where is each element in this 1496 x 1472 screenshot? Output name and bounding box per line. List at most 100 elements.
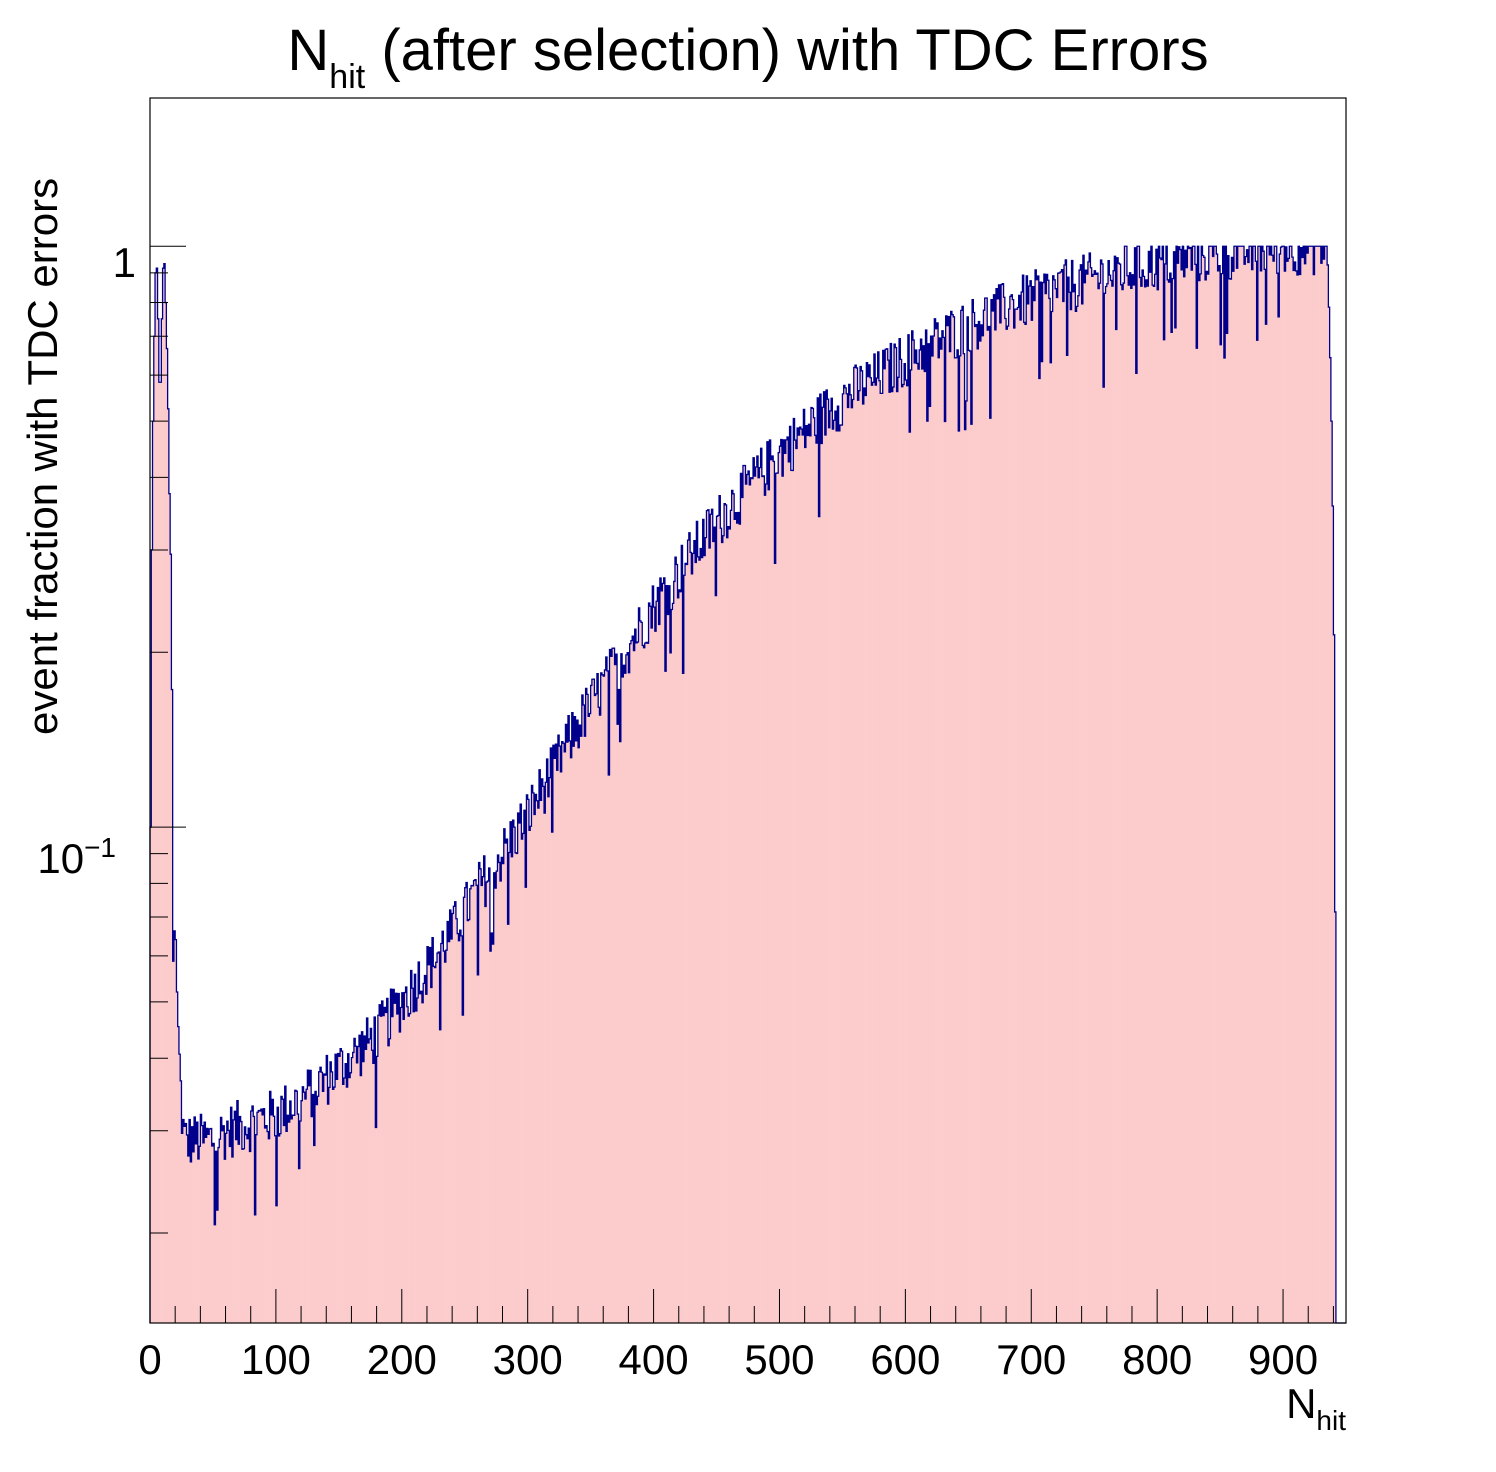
histogram-bin	[1084, 282, 1086, 1323]
x-tick-label: 400	[619, 1336, 689, 1383]
histogram-bin	[406, 1006, 409, 1323]
histogram-bin	[609, 649, 612, 1323]
histogram-bin	[190, 1161, 192, 1323]
histogram-bin	[400, 1007, 403, 1323]
histogram-bin	[177, 1026, 180, 1323]
histogram-bin	[1208, 246, 1211, 1324]
histogram-bin	[1035, 269, 1037, 1324]
histogram-bin	[1164, 263, 1167, 1324]
histogram-bin	[283, 1125, 286, 1323]
histogram-bin	[413, 1011, 415, 1323]
histogram-bin	[634, 629, 637, 1323]
histogram-bin	[799, 427, 802, 1323]
histogram-bin	[428, 964, 430, 1323]
histogram-bin	[1096, 273, 1099, 1323]
histogram-bin	[931, 355, 934, 1323]
histogram-bin	[211, 1145, 214, 1323]
histogram-bin	[619, 741, 622, 1323]
histogram-bin	[1009, 296, 1012, 1323]
histogram-bin	[797, 427, 799, 1324]
histogram-bin	[1063, 264, 1066, 1324]
histogram-bin	[520, 804, 522, 1323]
histogram-bin	[348, 1077, 351, 1323]
histogram-bin	[1270, 246, 1273, 1324]
histogram-bin	[748, 470, 750, 1324]
histogram-bin	[1153, 286, 1155, 1323]
histogram-bin	[353, 1038, 356, 1323]
histogram-bin	[161, 318, 163, 1324]
histogram-bin	[410, 970, 413, 1323]
histogram-bin	[789, 426, 792, 1323]
histogram-bin	[1045, 293, 1047, 1324]
histogram-bin	[853, 367, 856, 1324]
histogram-bin	[223, 1125, 225, 1323]
histogram-bin	[328, 1087, 331, 1323]
histogram-bin	[156, 268, 158, 1324]
histogram-bin	[350, 1072, 352, 1323]
histogram-bin	[522, 833, 525, 1323]
histogram-bin	[1269, 254, 1271, 1323]
histogram-bin	[380, 1016, 382, 1323]
histogram-bin	[809, 435, 812, 1324]
histogram-bin	[384, 1007, 386, 1323]
histogram-bin	[420, 991, 423, 1323]
histogram-bin	[1125, 246, 1128, 1324]
histogram-bin	[967, 316, 969, 1323]
histogram-bin	[1090, 267, 1092, 1323]
histogram-bin	[1333, 634, 1335, 1323]
histogram-bin	[894, 344, 896, 1323]
histogram-bin	[1069, 292, 1071, 1323]
histogram-bin	[498, 862, 501, 1323]
histogram-bin	[729, 529, 731, 1323]
histogram-bin	[785, 439, 788, 1324]
histogram-bin	[1198, 280, 1201, 1324]
histogram-bin	[815, 443, 818, 1323]
histogram-bin	[269, 1091, 272, 1323]
histogram-bin	[409, 1013, 411, 1323]
histogram-bin	[433, 966, 435, 1323]
histogram-bin	[289, 1101, 292, 1323]
histogram-bin	[414, 974, 416, 1323]
histogram-bin	[212, 1143, 215, 1323]
histogram-bin	[740, 473, 743, 1323]
histogram-bin	[1215, 246, 1217, 1324]
histogram-bin	[1060, 271, 1062, 1323]
histogram-bin	[473, 880, 476, 1323]
histogram-bin	[1265, 324, 1267, 1323]
histogram-bin	[455, 918, 458, 1323]
histogram-bin	[319, 1067, 322, 1323]
histogram-bin	[1037, 275, 1040, 1323]
histogram-bin	[994, 329, 997, 1323]
histogram-bin	[536, 800, 539, 1323]
histogram-bin	[185, 1123, 187, 1323]
histogram-bin	[424, 975, 427, 1323]
histogram-bin	[370, 1028, 372, 1323]
histogram-bin	[926, 421, 929, 1323]
histogram-bin	[1303, 246, 1305, 1324]
histogram-bin	[287, 1115, 289, 1323]
histogram-bin	[267, 1131, 269, 1323]
histogram-bin	[1291, 257, 1294, 1324]
histogram-bin	[714, 527, 716, 1323]
histogram-bin	[1246, 249, 1249, 1324]
histogram-bin	[1301, 257, 1304, 1323]
histogram-bin	[897, 377, 900, 1323]
histogram-bin	[403, 1019, 405, 1323]
histogram-bin	[881, 393, 884, 1323]
histogram-bin	[165, 302, 167, 1324]
histogram-bin	[784, 453, 787, 1323]
histogram-bin	[877, 351, 880, 1323]
histogram-bin	[742, 465, 745, 1323]
histogram-bin	[1181, 269, 1183, 1323]
histogram-bin	[614, 664, 617, 1323]
histogram-bin	[667, 614, 669, 1323]
histogram-bin	[1134, 247, 1137, 1324]
histogram-bin	[513, 827, 516, 1323]
histogram-bin	[1324, 246, 1327, 1324]
histogram-bin	[1067, 277, 1070, 1323]
histogram-bin	[794, 440, 797, 1323]
histogram-bin	[1230, 279, 1232, 1323]
histogram-bin	[162, 268, 165, 1324]
histogram-bin	[472, 885, 474, 1323]
